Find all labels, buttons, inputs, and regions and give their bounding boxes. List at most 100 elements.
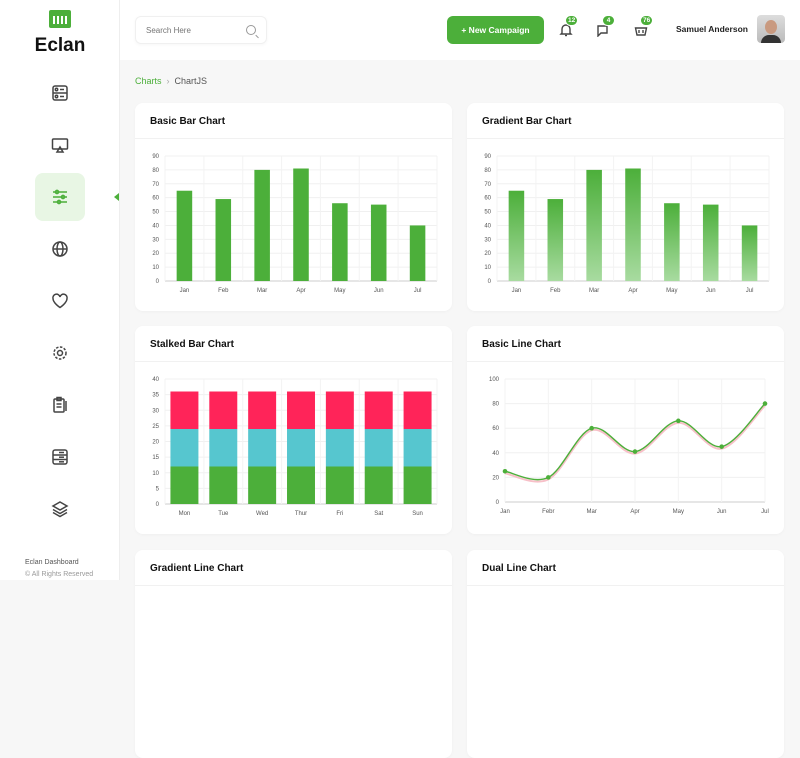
stacked-bar-segment [248,429,277,467]
y-tick-label: 50 [152,210,159,216]
stacked-bar-segment [287,429,315,467]
y-tick-label: 35 [152,393,159,399]
gradient-bar-chart-card: Gradient Bar Chart 0 10 20 30 40 50 60 70 80 90 Jan… [467,103,784,311]
notifications-button[interactable]: 12 [557,15,579,40]
y-tick-label: 80 [492,402,499,408]
y-tick-label: 0 [488,279,492,285]
y-tick-label: 10 [152,471,159,477]
y-tick-label: 40 [152,377,159,383]
logo[interactable]: Eclan [0,10,120,57]
y-tick-label: 60 [152,196,159,202]
y-tick-label: 80 [152,168,159,174]
y-tick-label: 60 [492,426,499,432]
y-tick-label: 60 [484,196,491,202]
sidebar-item-monitor[interactable] [35,121,85,169]
card-title: Basic Line Chart [467,326,784,362]
y-tick-label: 20 [492,475,499,481]
y-tick-label: 90 [152,154,159,160]
y-tick-label: 80 [484,168,491,174]
x-tick-label: Sat [374,511,383,517]
y-tick-label: 20 [484,251,491,257]
app-name: Eclan [34,35,86,56]
x-tick-label: Feb [550,288,561,294]
bar [625,168,641,281]
sidebar-item-globe[interactable] [35,225,85,273]
x-tick-label: May [666,288,677,294]
search-input[interactable] [136,17,236,43]
data-point [546,475,551,480]
y-tick-label: 20 [152,440,159,446]
bar [332,203,348,281]
sidebar: Eclan Eclan Dashboard © All Rights Reser… [0,0,120,580]
y-tick-label: 0 [156,502,160,508]
dual-line-chart-card: Dual Line Chart [467,550,784,758]
stacked-bar-segment [403,391,432,429]
y-tick-label: 20 [152,251,159,257]
x-tick-label: Mar [589,288,599,294]
messages-badge: 4 [602,15,615,26]
sidebar-item-settings[interactable] [35,329,85,377]
x-tick-label: Wed [256,511,268,517]
y-tick-label: 40 [152,223,159,229]
x-tick-label: Mar [257,288,267,294]
y-tick-label: 0 [496,500,500,506]
stacked-bar-segment [209,429,238,467]
sidebar-item-dashboard[interactable] [35,69,85,117]
bar [547,199,564,281]
data-point [676,418,681,424]
sidebar-item-favorites[interactable] [35,277,85,325]
x-tick-label: Mar [586,509,596,515]
stacked-bar-segment [170,466,199,504]
sidebar-footer: Eclan Dashboard © All Rights Reserved [25,557,93,581]
x-tick-label: Jan [500,509,510,515]
x-tick-label: Feb [218,288,229,294]
stacked-bar-chart-card: Stalked Bar Chart 0 5 10 15 20 25 30 35 40 Mon Tue W… [135,326,452,534]
footer-title: Eclan Dashboard [25,559,79,566]
y-tick-label: 100 [489,377,500,383]
gradient-line-chart-card: Gradient Line Chart [135,550,452,758]
avatar[interactable] [757,15,785,43]
cart-button[interactable]: 76 [632,15,654,40]
card-title: Stalked Bar Chart [135,326,452,362]
sidebar-item-list[interactable] [35,433,85,481]
stacked-bar-chart: 0 5 10 15 20 25 30 35 40 Mon Tue Wed Thur Fri Sat Sun [152,377,438,517]
y-tick-label: 70 [152,182,159,188]
breadcrumb-charts-link[interactable]: Charts [135,76,162,86]
y-tick-label: 50 [484,210,491,216]
bar [293,168,309,281]
x-tick-label: Thur [295,511,307,517]
sidebar-item-layers[interactable] [35,485,85,533]
breadcrumb-separator: › [166,76,170,86]
sliders-icon [53,189,67,205]
new-campaign-button[interactable]: + New Campaign [447,16,544,44]
messages-button[interactable]: 4 [594,15,615,40]
bar [741,225,758,281]
user-name[interactable]: Samuel Anderson [676,24,748,34]
stacked-bar-segment [248,391,277,429]
x-tick-label: Mon [179,511,191,517]
gradient-bar-chart: 0 10 20 30 40 50 60 70 80 90 Jan Feb Mar Apr May Jun Jul [484,154,770,294]
search-box[interactable] [135,16,267,44]
x-tick-label: Apr [296,288,305,294]
bar [215,199,232,281]
layers-icon [51,501,69,518]
sidebar-item-tasks[interactable] [35,381,85,429]
bar [508,190,525,281]
card-title: Gradient Line Chart [135,550,452,586]
chat-icon [597,25,608,37]
x-tick-label: Jun [717,509,727,515]
x-tick-label: Febr [542,509,554,515]
gear-icon [53,346,67,360]
stacked-bar-segment [403,429,432,467]
x-tick-label: May [673,509,684,515]
chart-logo-icon [49,10,71,28]
stacked-bar-segment [287,391,315,429]
search-icon[interactable] [246,25,256,35]
sidebar-item-charts[interactable] [35,173,85,221]
y-tick-label: 10 [152,265,159,271]
x-tick-label: Fri [336,511,343,517]
card-title: Gradient Bar Chart [467,103,784,139]
data-point [502,468,508,474]
stacked-bar-segment [209,391,238,429]
y-tick-label: 90 [484,154,491,160]
